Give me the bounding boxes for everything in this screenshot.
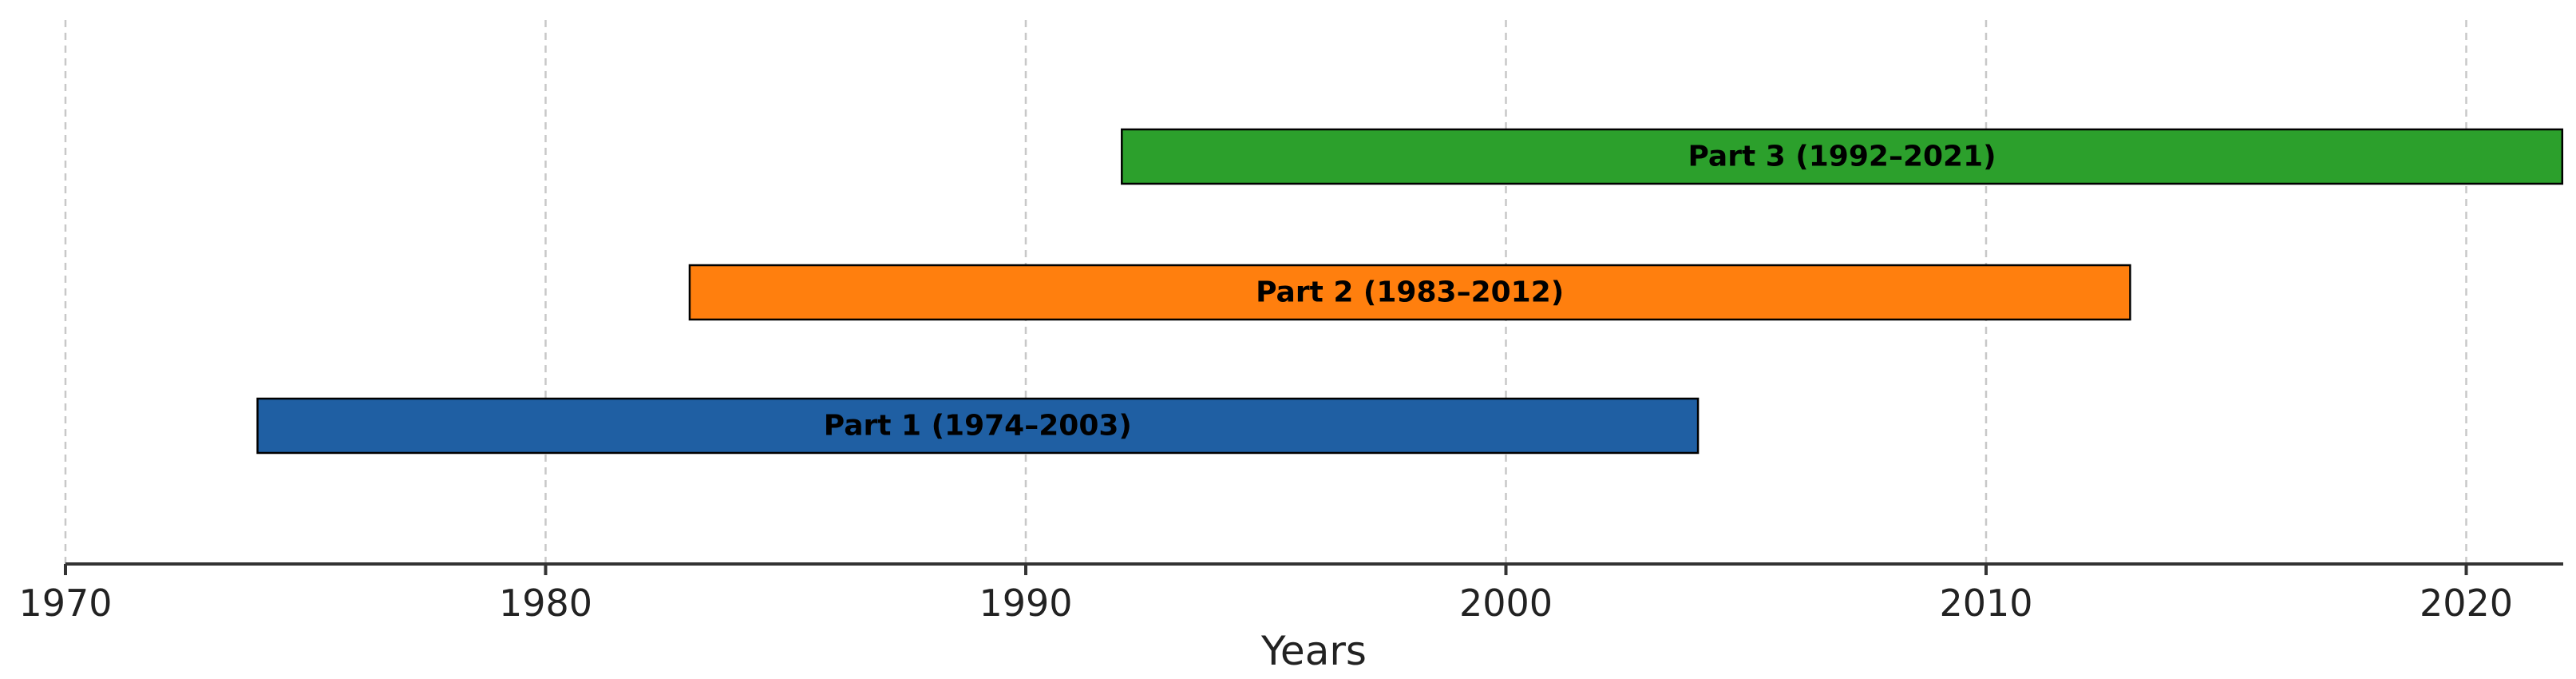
timeline-bar-part-1 xyxy=(256,397,1700,455)
bar-label-part-3: Part 3 (1992–2021) xyxy=(1688,141,1996,173)
x-tick-label: 1990 xyxy=(979,582,1072,625)
x-tick-label: 1970 xyxy=(18,582,112,625)
x-axis-title: Years xyxy=(1260,628,1367,674)
x-axis: 1970 1980 1990 2000 2010 2020 xyxy=(18,562,2563,625)
bar-label-part-2: Part 2 (1983–2012) xyxy=(1256,276,1564,309)
x-tick-label: 2020 xyxy=(2420,582,2513,625)
bar-label-part-1: Part 1 (1974–2003) xyxy=(824,410,1132,443)
x-tick-label: 1980 xyxy=(499,582,592,625)
timeline-bar-part-2 xyxy=(688,264,2131,321)
x-tick-label: 2010 xyxy=(1939,582,2032,625)
x-tick-label: 2000 xyxy=(1459,582,1553,625)
timeline-bars: Part 1 (1974–2003) Part 2 (1983–2012) Part… xyxy=(256,128,2564,455)
timeline-bar-part-3 xyxy=(1121,128,2564,185)
